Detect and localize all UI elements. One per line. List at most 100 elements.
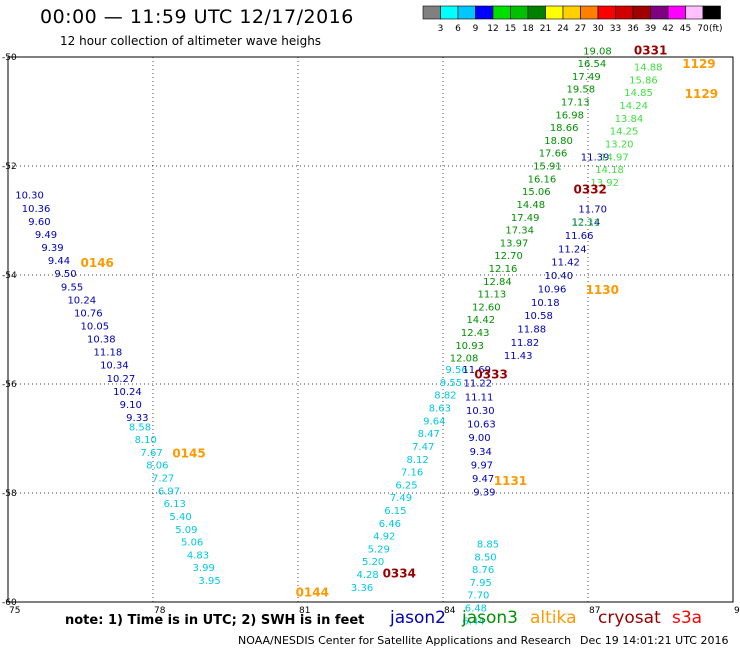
legend-label: 45 <box>680 24 691 34</box>
wave-height-value: 10.05 <box>81 322 110 333</box>
wave-height-value: 10.24 <box>67 295 96 306</box>
wave-height-value: 14.25 <box>610 127 639 138</box>
wave-height-value: 9.33 <box>126 413 148 424</box>
wave-height-value: 12.16 <box>489 264 518 275</box>
legend-label: 42 <box>662 24 673 34</box>
wave-height-value: 3.36 <box>351 583 373 594</box>
legend-label: 6 <box>455 24 461 34</box>
wave-height-value: 9.39 <box>41 243 63 254</box>
wave-height-value: 11.82 <box>511 338 540 349</box>
wave-height-value: 14.97 <box>600 152 629 163</box>
pass-time-label: 0146 <box>81 256 114 270</box>
wave-height-value: 9.00 <box>468 433 490 444</box>
wave-height-value: 6.44 <box>462 616 484 627</box>
footer-note: note: 1) Time is in UTC; 2) SWH is in fe… <box>65 613 365 628</box>
legend-label: 12 <box>487 24 498 34</box>
wave-height-value: 10.93 <box>455 341 484 352</box>
legend-label: 36 <box>627 24 639 34</box>
wave-height-value: 8.82 <box>434 391 456 402</box>
wave-height-value: 5.40 <box>169 512 191 523</box>
pass-time-label: 1129 <box>685 87 718 101</box>
longitude-tick-label: 75 <box>9 606 20 616</box>
wave-height-value: 8.50 <box>474 552 496 563</box>
pass-time-label: 1130 <box>586 283 619 297</box>
wave-height-value: 7.95 <box>470 578 492 589</box>
wave-height-value: 5.09 <box>175 525 197 536</box>
wave-height-value: 9.60 <box>28 217 50 228</box>
wave-height-value: 9.49 <box>35 230 57 241</box>
wave-height-value: 11.69 <box>462 365 491 376</box>
wave-height-value: 9.39 <box>473 488 495 499</box>
legend-unit: (ft) <box>709 24 723 34</box>
longitude-tick-label: 78 <box>154 606 166 616</box>
legend-label: 9 <box>473 24 479 34</box>
legend-label: 27 <box>575 24 586 34</box>
legend-label: 18 <box>522 24 534 34</box>
wave-height-value: 9.64 <box>423 416 445 427</box>
wave-height-value: 6.48 <box>465 604 487 615</box>
pass-time-label: 1131 <box>494 474 527 488</box>
wave-height-value: 3.95 <box>198 576 220 587</box>
wave-height-value: 9.55 <box>440 378 462 389</box>
wave-height-value: 8.85 <box>477 540 499 551</box>
wave-height-value: 14.18 <box>595 165 624 176</box>
wave-height-value: 5.06 <box>181 538 203 549</box>
legend-label: 70 <box>697 24 709 34</box>
wave-height-value: 9.47 <box>472 474 494 485</box>
wave-height-value: 18.80 <box>544 136 573 147</box>
wave-height-value: 6.46 <box>379 519 401 530</box>
wave-height-value: 12.70 <box>494 251 523 262</box>
pass-time-label: 0332 <box>574 182 607 196</box>
legend-label: 24 <box>557 24 569 34</box>
legend-label: 15 <box>505 24 516 34</box>
wave-height-value: 15.91 <box>533 162 562 173</box>
wave-height-value: 5.20 <box>362 557 384 568</box>
pass-time-label: 0145 <box>172 447 205 461</box>
wave-height-value: 11.42 <box>551 258 580 269</box>
map-title: 00:00 — 11:59 UTC 12/17/2016 <box>40 6 354 28</box>
latitude-tick-label: -60 <box>2 598 17 608</box>
legend-swatch <box>702 5 721 20</box>
legend-label: 3 <box>438 24 444 34</box>
wave-height-value: 9.44 <box>48 256 70 267</box>
wave-height-value: 11.43 <box>504 351 533 362</box>
wave-height-value: 8.76 <box>472 565 494 576</box>
latitude-tick-label: -56 <box>2 380 17 390</box>
wave-height-value: 19.58 <box>566 85 595 96</box>
wave-height-value: 13.92 <box>590 178 619 189</box>
legend-jason3: jason3 <box>462 608 518 628</box>
latitude-tick-label: -52 <box>2 162 17 172</box>
wave-height-value: 14.48 <box>516 200 545 211</box>
wave-height-value: 4.92 <box>373 532 395 543</box>
longitude-tick-label: 81 <box>299 606 310 616</box>
wave-height-value: 17.49 <box>511 213 540 224</box>
longitude-tick-label: 90 <box>734 606 740 616</box>
wave-height-value: 18.66 <box>550 123 579 134</box>
latitude-tick-label: -54 <box>2 271 17 281</box>
wave-height-value: 16.98 <box>555 110 584 121</box>
wave-height-value: 6.15 <box>384 506 406 517</box>
wave-height-value: 17.49 <box>572 72 601 83</box>
wave-height-value: 13.97 <box>500 238 529 249</box>
wave-height-value: 11.13 <box>478 290 507 301</box>
wave-height-value: 8.06 <box>146 461 168 472</box>
wave-height-value: 19.08 <box>583 46 612 57</box>
legend-cryosat: cryosat <box>598 608 661 628</box>
wave-height-value: 10.34 <box>100 361 129 372</box>
wave-height-value: 11.24 <box>558 244 587 255</box>
wave-height-value: 17.66 <box>539 149 568 160</box>
wave-height-value: 12.60 <box>472 302 501 313</box>
wave-height-value: 13.84 <box>615 114 644 125</box>
wave-height-value: 7.49 <box>390 493 412 504</box>
wave-height-value: 9.97 <box>471 460 493 471</box>
wave-height-value: 9.55 <box>61 282 83 293</box>
map-subtitle: 12 hour collection of altimeter wave hei… <box>60 34 322 48</box>
wave-height-value: 16.16 <box>528 174 557 185</box>
wave-height-value: 11.88 <box>517 324 546 335</box>
wave-height-value: 9.50 <box>54 269 76 280</box>
wave-height-value: 10.76 <box>74 308 103 319</box>
wave-height-value: 10.24 <box>113 387 142 398</box>
wave-height-value: 11.66 <box>565 231 594 242</box>
wave-height-value: 6.25 <box>395 480 417 491</box>
